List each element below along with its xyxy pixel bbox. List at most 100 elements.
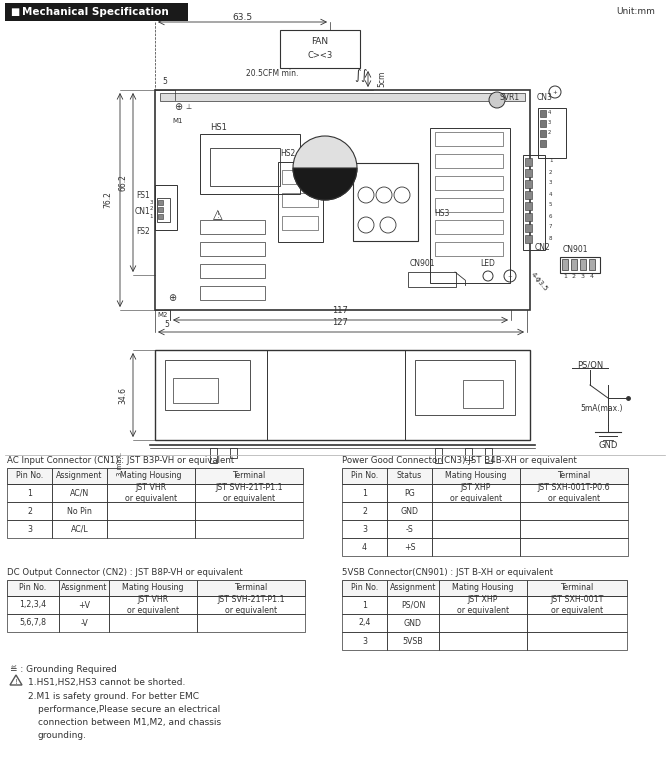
Bar xyxy=(525,169,532,177)
Bar xyxy=(485,448,492,463)
Bar xyxy=(157,198,170,222)
Bar xyxy=(155,350,530,440)
Bar xyxy=(158,214,163,219)
Bar xyxy=(52,484,107,502)
Bar xyxy=(520,484,628,502)
Text: JST XHP
or equivalent: JST XHP or equivalent xyxy=(450,483,502,503)
Bar xyxy=(342,502,387,520)
Bar xyxy=(107,520,195,538)
Bar xyxy=(282,170,318,184)
Bar xyxy=(59,580,109,596)
Bar xyxy=(342,632,387,650)
Bar xyxy=(230,448,237,458)
Bar xyxy=(195,520,303,538)
Bar xyxy=(408,272,456,287)
Bar xyxy=(415,360,515,415)
Text: 2,4: 2,4 xyxy=(358,619,371,627)
Bar xyxy=(155,185,177,230)
Text: 5mA(max.): 5mA(max.) xyxy=(580,404,622,412)
Circle shape xyxy=(293,136,357,200)
Bar xyxy=(197,580,305,596)
Text: 4: 4 xyxy=(549,191,553,197)
Text: 2: 2 xyxy=(572,274,576,278)
Text: 7: 7 xyxy=(549,225,553,229)
Bar xyxy=(342,484,387,502)
Text: 5VSB: 5VSB xyxy=(403,636,423,645)
Bar xyxy=(200,242,265,256)
Text: +S: +S xyxy=(404,543,415,552)
Text: M2: M2 xyxy=(158,312,168,318)
Text: Status: Status xyxy=(397,472,422,481)
Text: 1: 1 xyxy=(362,600,367,610)
Bar xyxy=(465,448,472,460)
Text: HS2: HS2 xyxy=(280,149,295,158)
Text: Terminal: Terminal xyxy=(234,584,267,593)
Bar xyxy=(520,538,628,556)
Bar xyxy=(7,596,59,614)
Bar xyxy=(387,632,439,650)
Bar xyxy=(210,148,280,186)
Text: 1.HS1,HS2,HS3 cannot be shorted.: 1.HS1,HS2,HS3 cannot be shorted. xyxy=(28,678,186,687)
Text: ⊕: ⊕ xyxy=(168,293,176,303)
Text: 4: 4 xyxy=(362,543,367,552)
Bar xyxy=(562,259,568,270)
Bar xyxy=(109,580,197,596)
Text: 3 max.: 3 max. xyxy=(117,452,123,476)
Text: 1: 1 xyxy=(149,213,153,219)
Bar xyxy=(571,259,577,270)
Text: !: ! xyxy=(216,212,220,220)
Text: Mating Housing: Mating Housing xyxy=(120,472,182,481)
Bar xyxy=(435,154,503,168)
Bar xyxy=(197,596,305,614)
Text: C><3: C><3 xyxy=(308,50,332,59)
Text: JST VHR
or equivalent: JST VHR or equivalent xyxy=(127,595,179,615)
Text: CN901: CN901 xyxy=(562,245,588,255)
Text: JST SXH-001T
or equivalent: JST SXH-001T or equivalent xyxy=(550,595,604,615)
Bar xyxy=(439,632,527,650)
Bar xyxy=(523,155,545,250)
Bar xyxy=(109,596,197,614)
Bar xyxy=(200,264,265,278)
Bar xyxy=(525,202,532,210)
Text: Mechanical Specification: Mechanical Specification xyxy=(22,7,169,17)
Bar xyxy=(525,213,532,221)
Bar xyxy=(432,520,520,538)
Text: Pin No.: Pin No. xyxy=(351,472,378,481)
Bar xyxy=(560,257,600,273)
Text: M1: M1 xyxy=(173,118,184,124)
Text: Terminal: Terminal xyxy=(232,472,265,481)
Text: 5cm: 5cm xyxy=(377,71,387,87)
Text: 3: 3 xyxy=(549,181,553,185)
Circle shape xyxy=(489,92,505,108)
Text: 2.M1 is safety ground. For better EMC: 2.M1 is safety ground. For better EMC xyxy=(28,692,199,701)
Text: ≝ : Grounding Required: ≝ : Grounding Required xyxy=(10,665,117,674)
Text: 5: 5 xyxy=(549,203,553,207)
Bar xyxy=(435,448,442,463)
Text: Unit:mm: Unit:mm xyxy=(616,8,655,17)
Text: 66.2: 66.2 xyxy=(119,174,127,191)
Text: GND: GND xyxy=(598,440,618,450)
Text: +: + xyxy=(553,89,557,94)
Text: 127: 127 xyxy=(332,318,348,327)
Bar xyxy=(439,596,527,614)
Bar xyxy=(7,580,59,596)
Bar xyxy=(282,216,318,230)
Text: 8: 8 xyxy=(549,235,553,241)
Bar xyxy=(107,502,195,520)
Text: ■: ■ xyxy=(10,7,19,17)
Text: 6: 6 xyxy=(549,213,553,219)
Bar xyxy=(432,484,520,502)
Bar xyxy=(527,614,627,632)
Bar xyxy=(432,538,520,556)
Text: CN1: CN1 xyxy=(134,207,150,216)
Bar xyxy=(158,200,163,205)
Bar xyxy=(210,448,217,463)
Text: 3: 3 xyxy=(27,524,32,533)
Bar xyxy=(435,220,503,234)
Bar xyxy=(107,468,195,484)
Bar xyxy=(160,93,525,101)
Text: JST XHP
or equivalent: JST XHP or equivalent xyxy=(457,595,509,615)
Text: grounding.: grounding. xyxy=(38,731,87,740)
Text: 2: 2 xyxy=(362,507,367,516)
Text: AC/L: AC/L xyxy=(70,524,88,533)
